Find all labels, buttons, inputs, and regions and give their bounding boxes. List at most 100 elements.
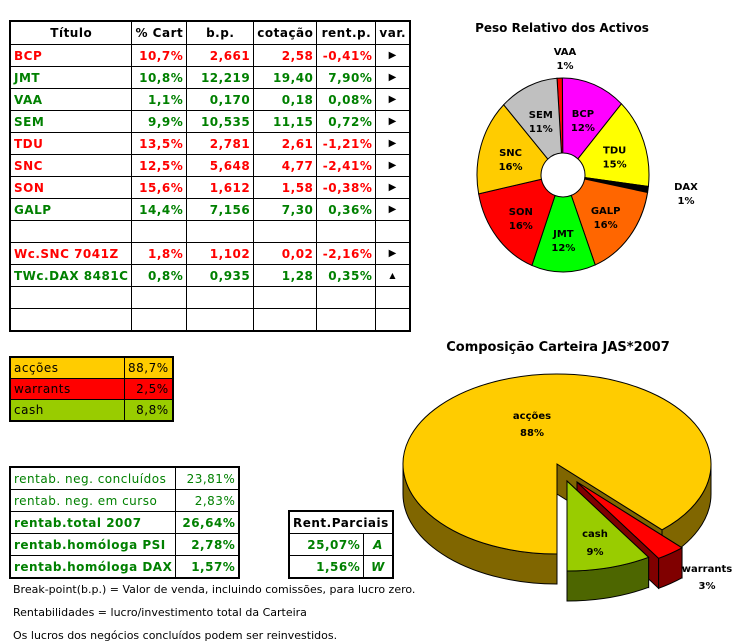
partial-row: 1,56% W (288, 555, 394, 579)
pie3d-title: Composição Carteira JAS*2007 (446, 340, 670, 355)
pie3d-slice-cash (566, 479, 650, 602)
donut-value: 15% (603, 160, 627, 171)
partial-value: 25,07% (288, 533, 365, 556)
donut-label: TDU (603, 146, 626, 157)
cell-rent: 0,72% (316, 110, 377, 133)
cell-title (9, 308, 133, 332)
returns-label: rentab.total 2007 (9, 511, 177, 534)
partial-row: 25,07% A (288, 533, 394, 556)
cell-title: Wc.SNC 7041Z (9, 242, 133, 265)
pie3d-label: warrants (682, 564, 732, 575)
cell-rent: -2,16% (316, 242, 377, 265)
cell-cot: 7,30 (253, 198, 318, 221)
table-row: BCP 10,7% 2,661 2,58 -0,41% ▶ (9, 44, 411, 67)
cell-rent: -0,41% (316, 44, 377, 67)
pie3d-chart: acções 88% cash 9% warrants 3% (402, 373, 732, 602)
returns-row: rentab.homóloga DAX 1,57% (9, 555, 240, 579)
cell-bp: 12,219 (186, 66, 255, 89)
cell-title: GALP (9, 198, 133, 221)
note-lucros: Os lucros dos negócios concluídos podem … (13, 629, 338, 642)
cell-cart: 0,8% (131, 264, 188, 287)
composition-value: 2,5% (123, 378, 174, 400)
donut-slice-snc (476, 103, 549, 195)
donut-slice-tdu (577, 103, 650, 188)
donut-value: 12% (571, 123, 595, 134)
donut-label: SEM (529, 110, 553, 121)
cell-cart: 10,8% (131, 66, 188, 89)
donut-label: VAA (554, 47, 577, 58)
table-row: VAA 1,1% 0,170 0,18 0,08% ▶ (9, 88, 411, 111)
donut-value: 16% (499, 162, 523, 173)
cell-cot: 2,61 (253, 132, 318, 155)
partial-returns-table: Rent.Parciais 25,07% A 1,56% W (288, 510, 394, 579)
column-header: var. (375, 20, 411, 45)
cell-cot: 0,18 (253, 88, 318, 111)
pie3d-value: 88% (520, 428, 544, 439)
cell-cot (253, 286, 318, 309)
donut-value: 1% (557, 61, 574, 72)
donut-slice-son (478, 178, 556, 267)
cell-cart: 1,8% (131, 242, 188, 265)
table-row (9, 220, 411, 243)
composition-table: acções 88,7% warrants 2,5% cash 8,8% (9, 356, 174, 422)
triangle-right-icon: ▶ (375, 44, 411, 67)
column-header: % Cart (131, 20, 188, 45)
composition-row: cash 8,8% (9, 399, 174, 422)
donut-slice-sem (503, 77, 562, 160)
triangle-right-icon: ▶ (375, 198, 411, 221)
pie3d-value: 3% (699, 581, 716, 592)
donut-value: 16% (594, 220, 618, 231)
donut-value: 12% (551, 243, 575, 254)
cell-cot: 19,40 (253, 66, 318, 89)
donut-title: Peso Relativo dos Activos (475, 21, 649, 35)
table-row: TDU 13,5% 2,781 2,61 -1,21% ▶ (9, 132, 411, 155)
donut-label: SNC (499, 148, 522, 159)
note-rentabilidades: Rentabilidades = lucro/investimento tota… (13, 606, 307, 619)
returns-label: rentab.homóloga DAX (9, 555, 177, 579)
composition-value: 8,8% (123, 399, 174, 422)
partial-tag: W (363, 555, 394, 579)
table-row: SEM 9,9% 10,535 11,15 0,72% ▶ (9, 110, 411, 133)
returns-value: 1,57% (175, 555, 240, 579)
cell-cot: 1,58 (253, 176, 318, 199)
donut-label: SON (509, 207, 533, 218)
pie3d-label: cash (582, 529, 608, 540)
cell-cot: 1,28 (253, 264, 318, 287)
cell-cot: 0,02 (253, 242, 318, 265)
returns-row: rentab.total 2007 26,64% (9, 511, 240, 534)
cell-bp: 1,612 (186, 176, 255, 199)
donut-label: DAX (674, 182, 698, 193)
cell-bp: 1,102 (186, 242, 255, 265)
cell-bp: 5,648 (186, 154, 255, 177)
donut-label: BCP (572, 109, 594, 120)
pie3d-top (576, 481, 684, 559)
cell-title: BCP (9, 44, 133, 67)
table-row: GALP 14,4% 7,156 7,30 0,36% ▶ (9, 198, 411, 221)
returns-label: rentab.homóloga PSI (9, 533, 177, 556)
cell-cart: 10,7% (131, 44, 188, 67)
returns-table: rentab. neg. concluídos 23,81% rentab. neg… (9, 466, 241, 579)
cell-title: SNC (9, 154, 133, 177)
cell-cot (253, 308, 318, 332)
donut-value: 16% (509, 221, 533, 232)
donut-value: 1% (678, 196, 695, 207)
pie3d-label: acções (513, 411, 551, 422)
triangle-right-icon: ▶ (375, 110, 411, 133)
partial-tag: A (363, 533, 394, 556)
cell-rent: 0,08% (316, 88, 377, 111)
donut-chart: VAA 1% BCP 12% TDU 15% DAX 1% GALP 16% JMT 12% SON 16… (476, 47, 698, 273)
table-row: Wc.SNC 7041Z 1,8% 1,102 0,02 -2,16% ▶ (9, 242, 411, 265)
composition-row: warrants 2,5% (9, 378, 174, 400)
donut-label: GALP (591, 206, 621, 217)
pie3d-top (566, 479, 650, 572)
holdings-table: Título% Cart b.p. cotação rent.p. var. BCP 10… (9, 20, 412, 332)
pie3d-value: 9% (587, 547, 604, 558)
donut-slice-galp (570, 178, 649, 266)
table-row: SNC 12,5% 5,648 4,77 -2,41% ▶ (9, 154, 411, 177)
cell-bp: 10,535 (186, 110, 255, 133)
table-row (9, 308, 411, 332)
returns-value: 2,78% (175, 533, 240, 556)
cell-rent: 0,35% (316, 264, 377, 287)
donut-label: JMT (552, 229, 574, 240)
